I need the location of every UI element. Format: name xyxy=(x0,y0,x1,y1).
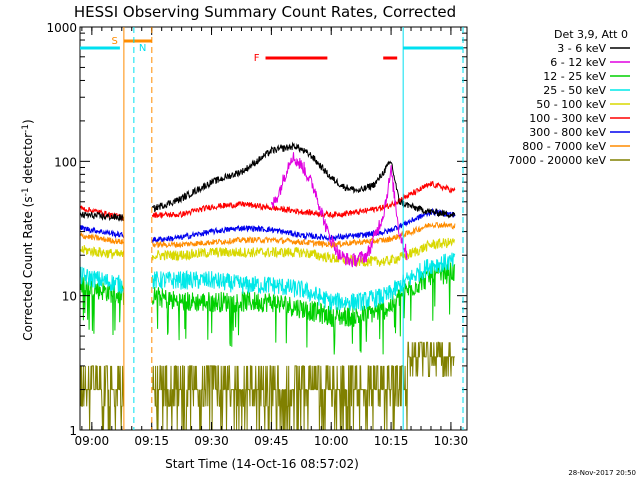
x-tick-label: 10:15 xyxy=(374,434,409,448)
y-axis-label-part-3: ) xyxy=(21,119,35,124)
y-axis-label-part-2: detector xyxy=(21,133,35,188)
y-axis: 1 10 100 1000 xyxy=(46,21,467,438)
x-axis: 09:00 09:15 09:30 09:45 10:00 10:15 10:30 xyxy=(75,27,469,448)
y-axis-label-sup-1: -1 xyxy=(21,187,31,196)
y-tick-label: 10 xyxy=(62,290,77,304)
series-line-100-300-kev xyxy=(151,180,456,220)
legend-label-50-100-kev: 50 - 100 keV xyxy=(536,98,606,111)
legend-label-100-300-kev: 100 - 300 keV xyxy=(529,112,606,125)
x-tick-label: 09:30 xyxy=(194,434,229,448)
series-line-50-100-kev xyxy=(80,244,125,259)
series-line-7000-20000-kev xyxy=(80,365,125,430)
legend-label-12-25-kev: 12 - 25 keV xyxy=(543,70,606,83)
legend-header: Det 3,9, Att 0 xyxy=(554,28,628,41)
saa-label: S xyxy=(112,36,118,47)
series-line-25-50-kev xyxy=(151,252,456,311)
series-line-25-50-kev xyxy=(80,266,125,294)
y-tick-label: 1 xyxy=(69,424,77,438)
series-line-3-6-kev xyxy=(151,141,456,219)
legend-label-3-6-kev: 3 - 6 keV xyxy=(557,42,606,55)
y-axis-label-sup-2: -1 xyxy=(21,124,31,133)
timestamp: 28-Nov-2017 20:50 xyxy=(568,469,636,477)
y-tick-label: 100 xyxy=(54,155,77,169)
flare-label: F xyxy=(254,53,260,64)
x-tick-label: 10:00 xyxy=(314,434,349,448)
legend-label-25-50-kev: 25 - 50 keV xyxy=(543,84,606,97)
plot-frame xyxy=(79,26,468,431)
x-tick-label: 09:45 xyxy=(254,434,289,448)
night-label: N xyxy=(139,43,146,54)
chart-title: HESSI Observing Summary Count Rates, Cor… xyxy=(74,3,456,21)
x-tick-label: 09:00 xyxy=(75,434,110,448)
series-line-800-7000-kev xyxy=(151,221,456,249)
series-line-300-800-kev xyxy=(80,225,125,239)
x-tick-label: 09:15 xyxy=(134,434,169,448)
y-axis-label: Corrected Count Rate (s-1 detector-1) xyxy=(21,119,35,340)
y-axis-label-part-1: Corrected Count Rate (s xyxy=(21,196,35,340)
legend-label-300-800-kev: 300 - 800 keV xyxy=(529,126,606,139)
legend-label-800-7000-kev: 800 - 7000 keV xyxy=(522,140,606,153)
y-tick-label: 1000 xyxy=(46,21,77,35)
series-line-6-12-kev xyxy=(271,152,408,268)
series-line-3-6-kev xyxy=(80,211,125,223)
series-line-12-25-kev xyxy=(80,276,125,336)
legend-label-7000-20000-kev: 7000 - 20000 keV xyxy=(508,154,606,167)
series-line-100-300-kev xyxy=(80,205,125,222)
x-tick-label: 10:30 xyxy=(434,434,469,448)
series-line-50-100-kev xyxy=(151,237,456,268)
series-line-800-7000-kev xyxy=(80,231,125,245)
series-line-12-25-kev xyxy=(151,262,456,355)
x-axis-label: Start Time (14-Oct-16 08:57:02) xyxy=(165,457,359,471)
series-line-7000-20000-kev xyxy=(152,341,455,430)
legend-label-6-12-kev: 6 - 12 keV xyxy=(550,56,606,69)
series-line-300-800-kev xyxy=(151,207,456,243)
